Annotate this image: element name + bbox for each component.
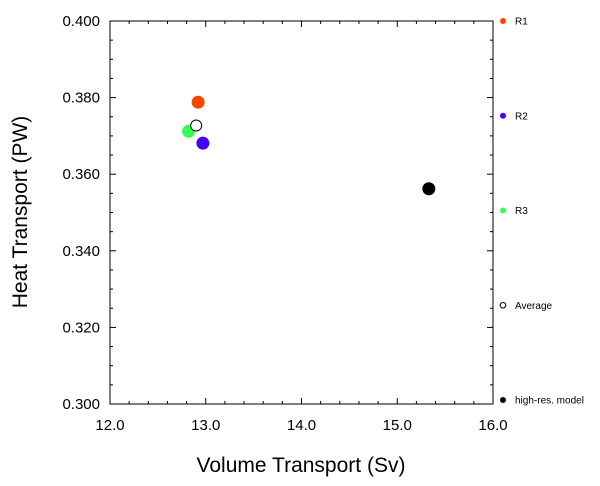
legend-marker-r2 — [500, 112, 506, 119]
y-tick-label: 0.300 — [62, 396, 100, 413]
legend-marker-high-res-model — [500, 397, 506, 403]
point-high-res-model — [422, 182, 436, 196]
y-tick-label: 0.380 — [62, 90, 100, 107]
y-axis-title: Heat Transport (PW) — [9, 116, 32, 309]
data-points — [182, 95, 436, 196]
point-r1 — [191, 95, 205, 109]
point-average — [190, 119, 203, 132]
y-tick-label: 0.360 — [62, 166, 100, 183]
x-axis-title: Volume Transport (Sv) — [197, 454, 406, 477]
legend-label-high-res-model: high-res. model — [515, 396, 584, 407]
x-tick-label: 12.0 — [95, 417, 124, 434]
x-tick-label: 15.0 — [383, 417, 412, 434]
legend-label-average: Average — [515, 301, 553, 312]
legend-marker-r1 — [500, 18, 506, 24]
legend-label-r2: R2 — [515, 111, 528, 122]
y-tick-label: 0.340 — [62, 243, 100, 260]
plot-frame — [109, 20, 494, 405]
x-tick-label: 14.0 — [287, 417, 316, 434]
legend-label-r1: R1 — [515, 17, 528, 28]
legend-label-r3: R3 — [515, 206, 528, 217]
axis-ticks — [109, 20, 494, 405]
legend-marker-average — [499, 301, 507, 309]
axis-tick-labels: 12.0 13.0 14.0 15.0 16.0 0.300 0.320 0.340 0.360… — [62, 13, 507, 434]
x-tick-label: 13.0 — [191, 417, 220, 434]
legend-marker-r3 — [500, 207, 506, 214]
y-tick-label: 0.400 — [62, 13, 100, 30]
point-r2 — [196, 136, 210, 150]
x-tick-label: 16.0 — [478, 417, 507, 434]
legend: R1 R2 R3 Average high-res. model — [499, 17, 584, 407]
y-tick-label: 0.320 — [62, 319, 100, 336]
